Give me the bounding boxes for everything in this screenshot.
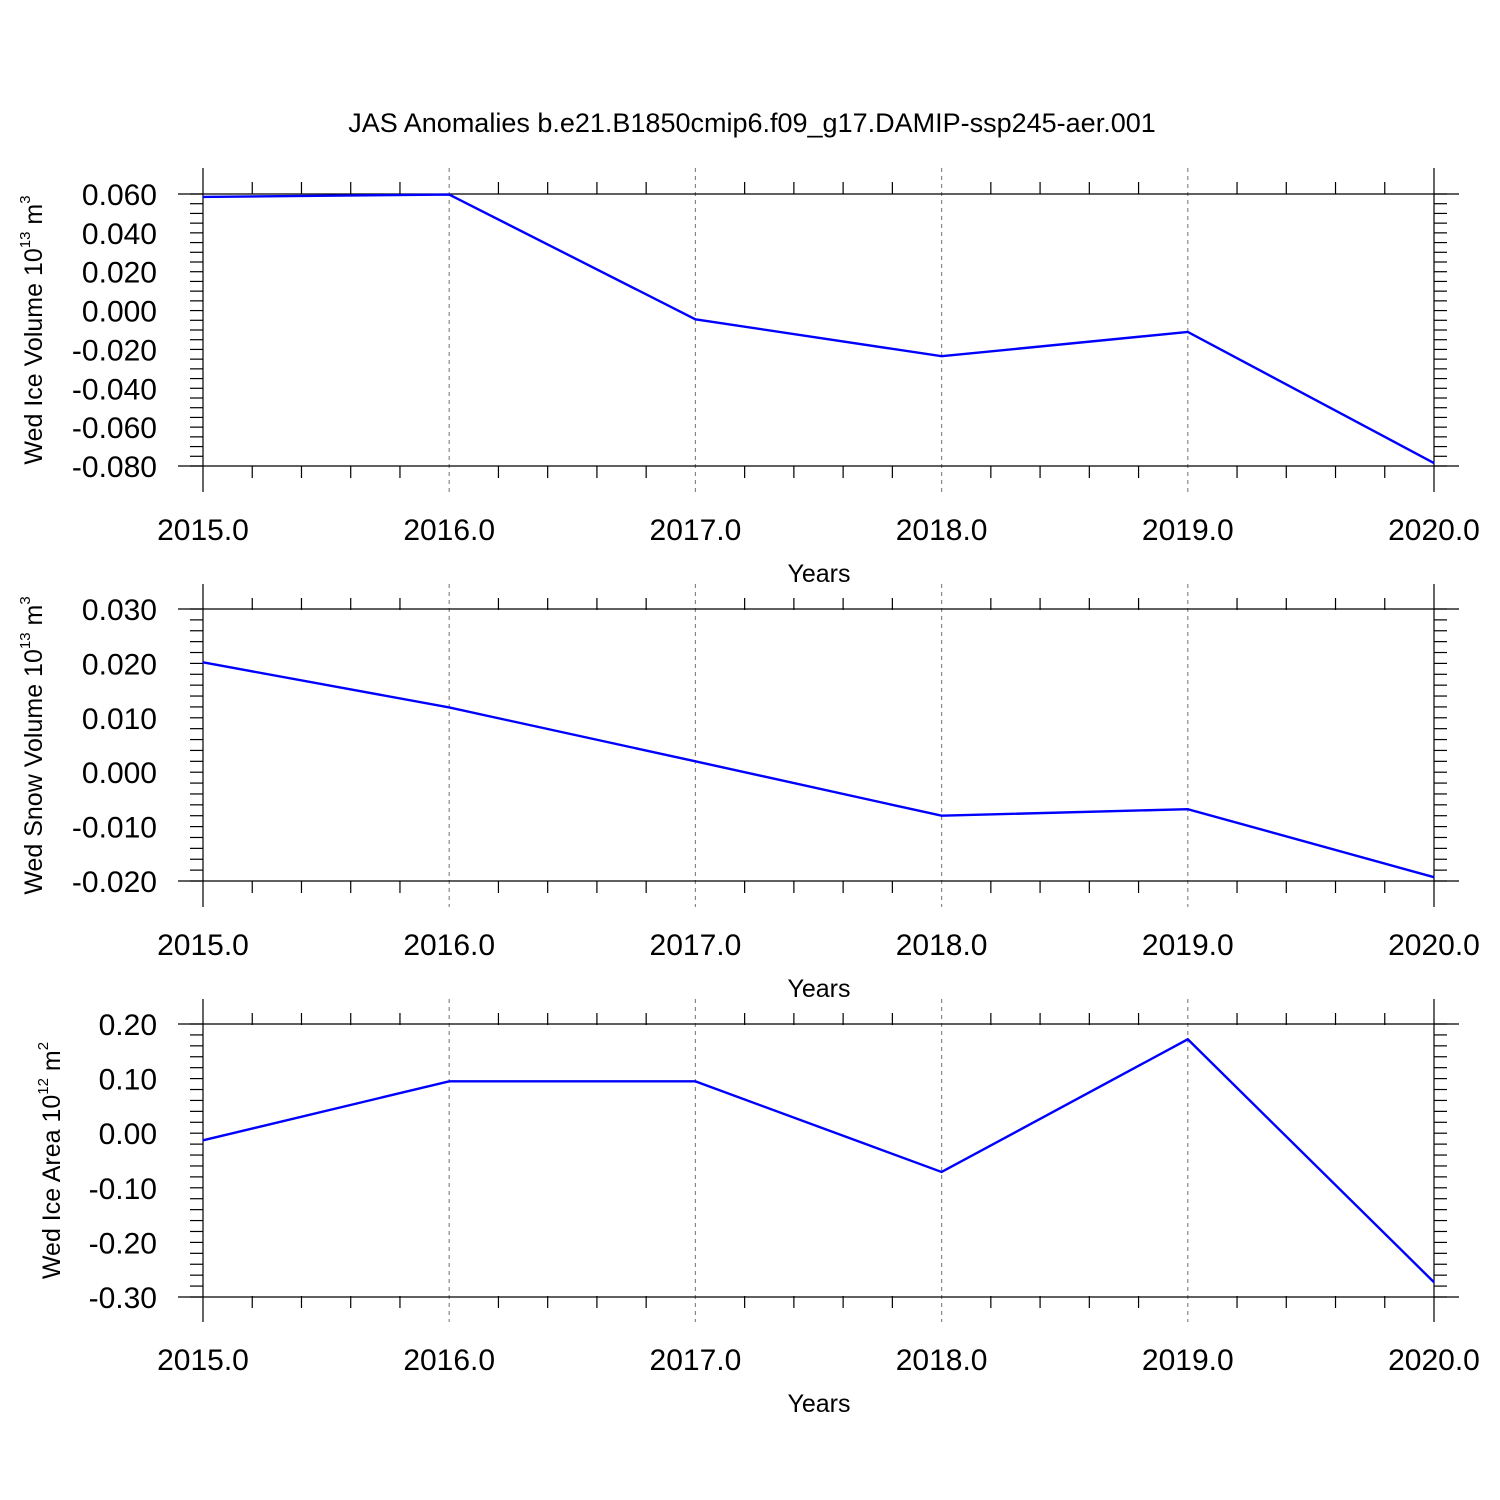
data-point (941, 355, 943, 357)
figure-title: JAS Anomalies b.e21.B1850cmip6.f09_g17.D… (348, 108, 1156, 138)
y-tick-label: 0.020 (82, 648, 157, 681)
y-axis-title-unit: m (20, 605, 48, 633)
y-axis-title-text: Wed Snow Volume 10 (20, 649, 48, 895)
x-tick-label: 2016.0 (403, 1344, 495, 1377)
y-axis-title-unit: m (20, 204, 48, 232)
x-tick-label: 2020.0 (1388, 1344, 1480, 1377)
y-tick-label: -0.020 (72, 334, 157, 367)
series-line (202, 193, 1435, 465)
data-point (1187, 331, 1189, 333)
y-axis-title-text: Wed Ice Area 10 (38, 1095, 66, 1279)
x-tick-label: 2019.0 (1142, 514, 1234, 547)
x-tick-label: 2020.0 (1388, 514, 1480, 547)
y-tick-label: -0.040 (72, 373, 157, 406)
y-tick-label: -0.060 (72, 412, 157, 445)
data-point (202, 1139, 204, 1141)
series-line (202, 1037, 1435, 1284)
y-axis-title-exponent: 12 (35, 1078, 52, 1095)
data-point (694, 318, 696, 320)
x-tick-label: 2018.0 (896, 929, 988, 962)
data-point (1433, 1281, 1435, 1283)
x-tick-label: 2018.0 (896, 1344, 988, 1377)
y-tick-label: 0.10 (99, 1064, 157, 1097)
x-tick-label: 2015.0 (157, 929, 249, 962)
x-tick-label: 2017.0 (650, 1344, 742, 1377)
x-tick-label: 2016.0 (403, 514, 495, 547)
y-tick-label: -0.10 (89, 1173, 157, 1206)
y-axis-title-exponent: 13 (17, 232, 34, 249)
y-tick-label: 0.00 (99, 1118, 157, 1151)
x-axis-title: Years (787, 560, 850, 588)
x-tick-label: 2019.0 (1142, 1344, 1234, 1377)
y-axis-title: Wed Ice Area 1012 m2 (35, 1042, 66, 1279)
data-point (694, 1080, 696, 1082)
data-point (202, 661, 204, 663)
y-tick-label: 0.030 (82, 594, 157, 627)
y-axis-title-unit-exponent: 3 (17, 195, 34, 203)
y-tick-label: 0.040 (82, 218, 157, 251)
x-tick-label: 2015.0 (157, 514, 249, 547)
y-axis-title-unit-exponent: 2 (35, 1042, 52, 1050)
data-point (1187, 808, 1189, 810)
panel-3: 2015.0 2016.0 2017.0 2018.0 2019.0 2020.0 0.20… (35, 999, 1480, 1418)
panels: 2015.0 2016.0 2017.0 2018.0 2019.0 2020.0 0.06… (17, 168, 1480, 1418)
data-point (941, 1171, 943, 1173)
panel-1: 2015.0 2016.0 2017.0 2018.0 2019.0 2020.0 0.06… (17, 168, 1480, 588)
y-axis-title-text: Wed Ice Volume 10 (20, 248, 48, 464)
x-tick-label: 2017.0 (650, 514, 742, 547)
y-axis-title-unit: m (38, 1050, 66, 1078)
y-tick-label: -0.20 (89, 1227, 157, 1260)
y-tick-label: 0.000 (82, 296, 157, 329)
series-line (202, 661, 1435, 879)
data-point (1433, 462, 1435, 464)
x-tick-label: 2016.0 (403, 929, 495, 962)
y-axis-title-exponent: 13 (17, 632, 34, 649)
y-tick-label: -0.080 (72, 451, 157, 484)
y-tick-label: 0.000 (82, 757, 157, 790)
y-tick-label: -0.020 (72, 866, 157, 899)
y-axis-title-unit-exponent: 3 (17, 596, 34, 604)
data-point (448, 706, 450, 708)
y-tick-label: 0.010 (82, 703, 157, 736)
y-tick-label: -0.010 (72, 812, 157, 845)
y-axis-title: Wed Snow Volume 1013 m3 (17, 596, 48, 894)
data-point (448, 194, 450, 196)
data-point (941, 815, 943, 817)
x-tick-label: 2015.0 (157, 1344, 249, 1377)
x-tick-label: 2017.0 (650, 929, 742, 962)
data-point (1187, 1038, 1189, 1040)
data-point (694, 760, 696, 762)
panel-2: 2015.0 2016.0 2017.0 2018.0 2019.0 2020.0 0.03… (17, 584, 1480, 1003)
y-tick-label: 0.060 (82, 179, 157, 212)
data-point (448, 1080, 450, 1082)
data-point (202, 196, 204, 198)
data-point (1433, 876, 1435, 878)
y-tick-label: 0.020 (82, 257, 157, 290)
x-axis-title: Years (787, 975, 850, 1003)
x-tick-label: 2019.0 (1142, 929, 1234, 962)
x-tick-label: 2020.0 (1388, 929, 1480, 962)
x-tick-label: 2018.0 (896, 514, 988, 547)
y-tick-label: -0.30 (89, 1282, 157, 1315)
x-axis-title: Years (787, 1390, 850, 1418)
y-tick-label: 0.20 (99, 1009, 157, 1042)
y-axis-title: Wed Ice Volume 1013 m3 (17, 195, 48, 464)
